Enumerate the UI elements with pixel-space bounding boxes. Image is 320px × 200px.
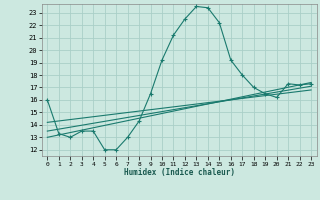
- X-axis label: Humidex (Indice chaleur): Humidex (Indice chaleur): [124, 168, 235, 177]
